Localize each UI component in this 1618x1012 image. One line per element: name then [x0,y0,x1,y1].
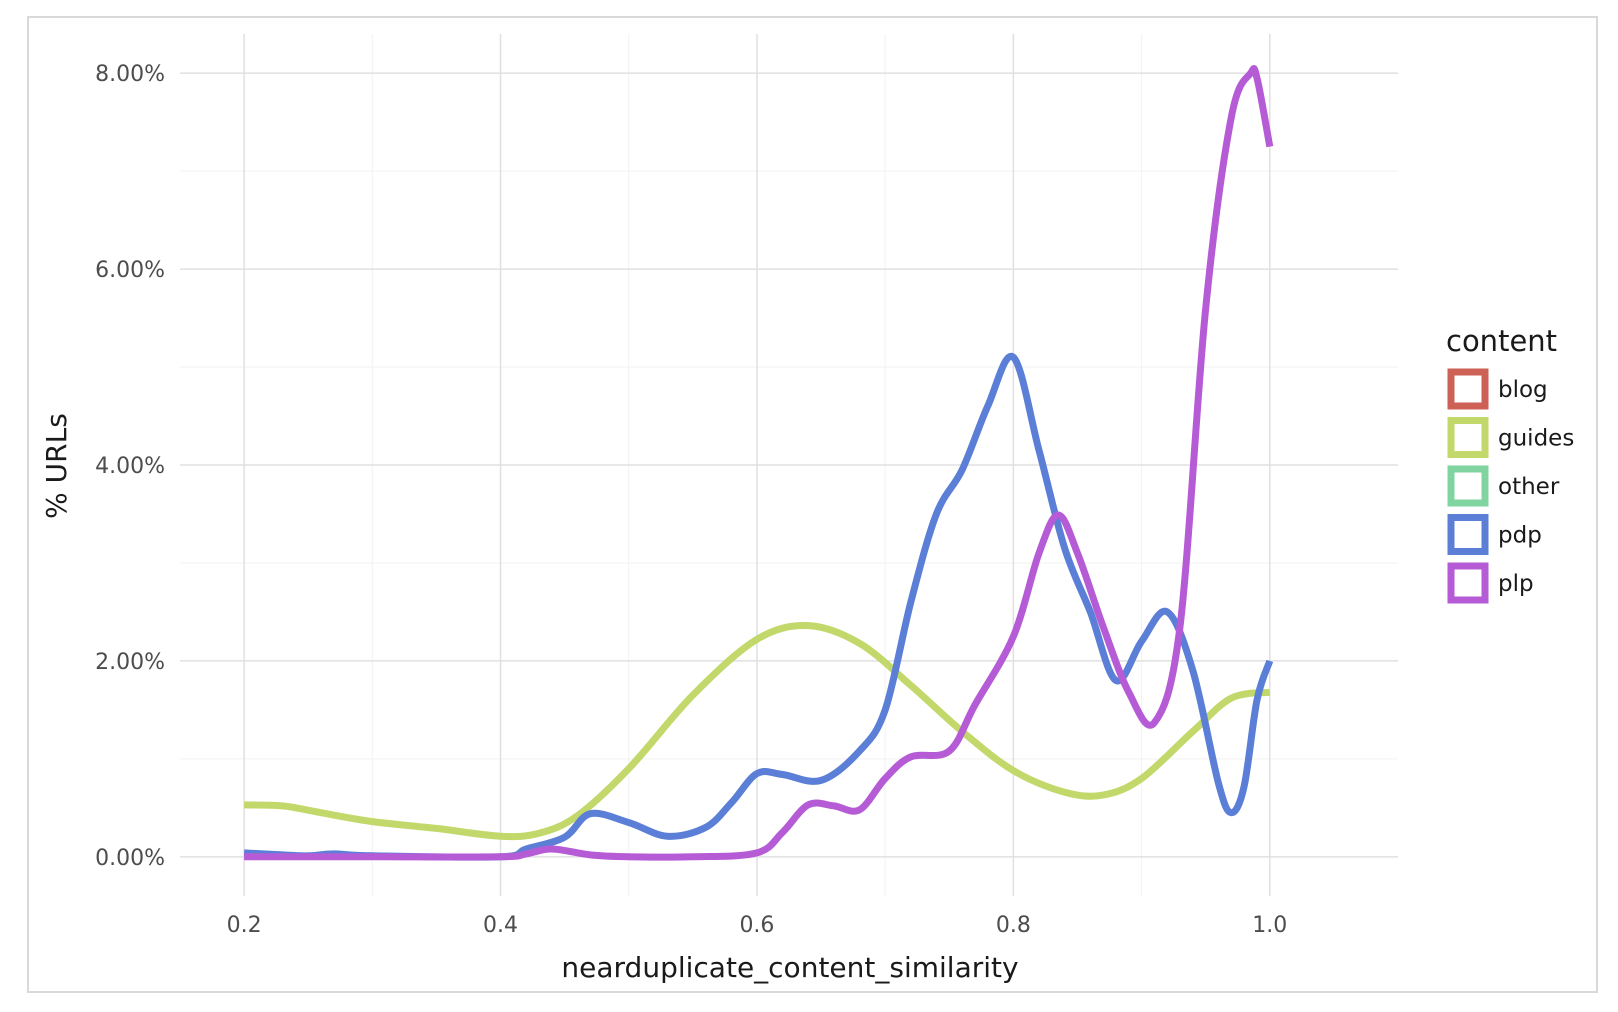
legend-key-other [1447,465,1489,507]
y-tick-label: 0.00% [95,846,165,871]
y-axis-title: % URLs [40,413,73,519]
minor-gridlines [180,34,1398,896]
y-tick-label: 2.00% [95,650,165,675]
legend-title: content [1446,324,1557,358]
series-line-guides [243,622,1271,841]
x-tick-label: 0.8 [996,913,1031,938]
y-tick-label: 8.00% [95,62,165,87]
chart-frame [27,16,1598,993]
series-line-plp [244,65,1274,861]
legend-label-blog: blog [1498,377,1548,403]
legend-label-plp: plp [1498,571,1534,597]
legend-key-pdp [1447,514,1489,555]
legend-key-blog [1447,368,1489,410]
legend-items: blog guides other pdp plp [1447,368,1574,604]
legend: content blog guides other pdp plp [1446,324,1574,604]
x-tick-label: 0.6 [739,913,774,938]
legend-label-guides: guides [1498,426,1574,452]
x-axis-title: nearduplicate_content_similarity [561,951,1018,984]
x-axis-ticks: 0.2 0.4 0.6 0.8 1.0 [227,913,1288,938]
legend-key-guides [1447,417,1489,458]
y-axis-ticks: 0.00% 2.00% 4.00% 6.00% 8.00% [95,62,165,871]
x-tick-label: 1.0 [1252,913,1287,938]
series-lines [243,65,1274,861]
legend-label-pdp: pdp [1498,523,1542,549]
y-tick-label: 6.00% [95,258,165,283]
x-tick-label: 0.4 [483,913,518,938]
legend-key-plp [1447,562,1489,604]
legend-label-other: other [1498,474,1560,500]
y-tick-label: 4.00% [95,454,165,479]
x-tick-label: 0.2 [227,913,262,938]
